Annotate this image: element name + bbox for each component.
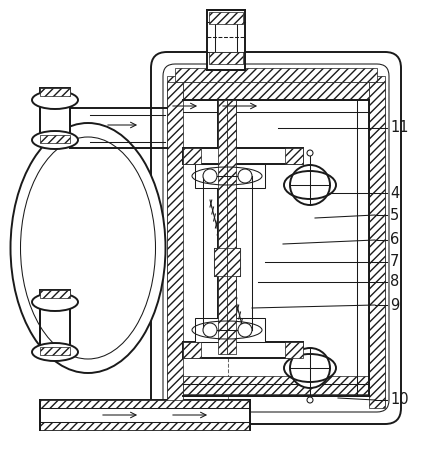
Bar	[371, 76, 385, 404]
Ellipse shape	[32, 131, 78, 149]
Text: 10: 10	[390, 392, 408, 408]
Bar	[40, 88, 70, 96]
Bar	[369, 82, 385, 408]
Text: 8: 8	[390, 274, 399, 289]
Bar	[207, 10, 245, 70]
Bar	[298, 172, 322, 198]
Bar	[218, 100, 227, 354]
Circle shape	[290, 165, 330, 205]
Circle shape	[203, 323, 217, 337]
Circle shape	[290, 348, 330, 388]
Bar	[195, 164, 265, 188]
Ellipse shape	[32, 293, 78, 311]
Bar	[285, 148, 303, 164]
Circle shape	[203, 169, 217, 183]
Bar	[218, 100, 236, 354]
Bar	[214, 248, 227, 276]
Bar	[40, 422, 250, 430]
Bar	[298, 355, 322, 381]
Bar	[167, 82, 183, 408]
Circle shape	[307, 397, 313, 403]
Text: 5: 5	[390, 207, 399, 222]
Ellipse shape	[10, 123, 166, 373]
Bar	[40, 400, 250, 408]
Bar	[40, 400, 250, 430]
Bar	[183, 148, 303, 164]
Ellipse shape	[32, 343, 78, 361]
Circle shape	[307, 150, 313, 156]
Text: 6: 6	[390, 233, 399, 248]
Bar	[227, 100, 236, 354]
Bar	[183, 148, 201, 164]
Bar	[175, 382, 377, 396]
Bar	[183, 82, 369, 100]
FancyBboxPatch shape	[151, 52, 401, 424]
Bar	[195, 318, 265, 342]
Bar	[183, 376, 369, 394]
Bar	[40, 290, 70, 355]
Bar	[227, 248, 240, 276]
Text: 9: 9	[390, 297, 399, 312]
Bar	[40, 135, 70, 143]
Bar	[214, 248, 240, 276]
Text: 4: 4	[390, 185, 399, 201]
Bar	[167, 76, 181, 404]
Bar	[40, 347, 70, 355]
Text: 7: 7	[390, 255, 399, 270]
Text: 11: 11	[390, 121, 408, 135]
Bar	[209, 52, 243, 64]
Circle shape	[238, 323, 252, 337]
Ellipse shape	[32, 91, 78, 109]
Bar	[209, 12, 243, 24]
Bar	[40, 88, 70, 143]
Bar	[285, 342, 303, 358]
Bar	[40, 290, 70, 298]
Bar	[183, 342, 303, 358]
Bar	[183, 342, 201, 358]
Bar	[175, 68, 377, 82]
Circle shape	[238, 169, 252, 183]
